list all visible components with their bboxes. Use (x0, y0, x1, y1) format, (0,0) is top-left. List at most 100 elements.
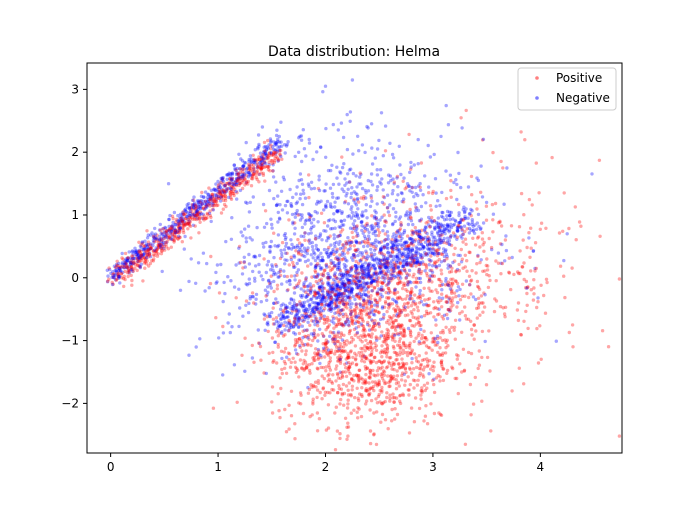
negative-point (295, 303, 299, 307)
negative-point (291, 325, 296, 329)
positive-point (300, 271, 304, 275)
positive-point (404, 370, 408, 375)
positive-point (475, 279, 480, 284)
positive-point (470, 269, 474, 273)
negative-point (441, 247, 446, 251)
positive-point (177, 225, 181, 229)
negative-point (326, 235, 330, 240)
positive-point (323, 341, 327, 345)
negative-point (437, 228, 442, 232)
negative-point (279, 140, 283, 144)
negative-point (416, 184, 421, 188)
positive-point (250, 343, 254, 348)
positive-point (142, 261, 147, 265)
positive-point (525, 303, 529, 307)
positive-point (598, 234, 602, 238)
positive-point (235, 172, 239, 176)
positive-point (285, 251, 289, 255)
negative-point (407, 184, 411, 188)
positive-point (355, 306, 359, 310)
negative-point (403, 213, 408, 218)
negative-point (415, 261, 419, 265)
negative-point (385, 267, 389, 271)
positive-point (394, 266, 398, 270)
positive-point (379, 240, 383, 244)
negative-point (309, 332, 314, 336)
negative-point (428, 224, 433, 229)
negative-point (305, 292, 309, 297)
negative-point (309, 231, 313, 235)
positive-point (330, 331, 335, 335)
positive-point (426, 235, 430, 239)
negative-point (348, 269, 352, 273)
negative-point (275, 128, 279, 132)
negative-point (124, 260, 128, 265)
negative-point (275, 149, 279, 154)
negative-point (353, 254, 357, 258)
positive-point (432, 411, 437, 416)
positive-point (438, 233, 442, 238)
positive-point (390, 268, 394, 272)
positive-point (183, 212, 188, 216)
negative-point (321, 296, 325, 300)
negative-point (288, 279, 292, 283)
negative-point (161, 240, 166, 244)
positive-point (493, 297, 497, 301)
positive-point (373, 380, 377, 384)
negative-point (418, 262, 423, 266)
positive-point (267, 351, 271, 355)
negative-point (381, 154, 385, 158)
positive-point (323, 268, 327, 272)
positive-point (415, 359, 419, 363)
positive-point (333, 448, 338, 452)
negative-point (241, 164, 246, 168)
negative-point (393, 288, 397, 293)
positive-point (330, 350, 334, 355)
negative-point (316, 291, 321, 295)
negative-point (348, 295, 352, 299)
positive-point (208, 198, 212, 202)
positive-point (455, 357, 459, 361)
positive-point (265, 315, 269, 319)
positive-point (367, 276, 371, 280)
negative-point (360, 228, 364, 233)
positive-point (369, 301, 373, 305)
negative-point (321, 308, 326, 313)
positive-point (341, 345, 346, 349)
negative-point (362, 284, 367, 289)
negative-point (322, 229, 326, 233)
negative-point (199, 198, 203, 203)
negative-point (182, 208, 187, 212)
positive-point (360, 316, 364, 320)
positive-point (354, 357, 358, 361)
positive-point (422, 286, 426, 290)
positive-point (347, 360, 351, 365)
positive-point (383, 347, 387, 352)
positive-point (157, 244, 161, 248)
negative-point (114, 262, 119, 267)
positive-point (363, 302, 367, 306)
negative-point (300, 225, 305, 230)
positive-point (478, 313, 482, 317)
positive-point (442, 240, 446, 245)
negative-point (293, 215, 297, 219)
negative-point (300, 313, 304, 318)
negative-point (279, 248, 283, 253)
positive-point (370, 328, 374, 332)
negative-point (345, 361, 349, 365)
positive-point (332, 302, 337, 306)
positive-point (327, 365, 332, 370)
negative-point (148, 255, 153, 259)
positive-point (277, 148, 282, 153)
negative-point (396, 312, 400, 316)
positive-point (219, 180, 223, 185)
positive-point (600, 329, 605, 333)
negative-point (301, 303, 306, 307)
negative-point (369, 224, 373, 229)
positive-point (367, 375, 371, 380)
positive-point (485, 268, 490, 272)
negative-point (377, 225, 381, 229)
negative-point (261, 157, 265, 161)
positive-point (375, 283, 380, 287)
positive-point (503, 305, 508, 309)
